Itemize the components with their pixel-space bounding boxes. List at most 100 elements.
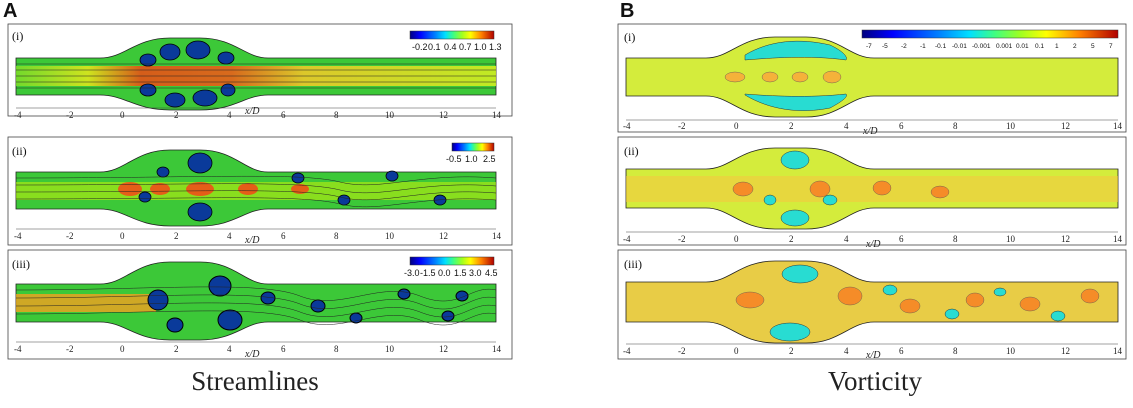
svg-text:7: 7 <box>1109 43 1113 50</box>
svg-text:2: 2 <box>789 234 794 244</box>
svg-text:0: 0 <box>120 231 125 241</box>
vortex-cluster <box>138 152 447 222</box>
x-axis-ticks: -4 -2 0 2 4 6 8 10 12 14 <box>14 110 502 120</box>
svg-text:2: 2 <box>789 121 794 131</box>
caption-vorticity: Vorticity <box>828 366 922 396</box>
svg-text:-5: -5 <box>882 43 888 50</box>
high-velocity-regions <box>118 182 309 196</box>
svg-text:2: 2 <box>1073 43 1077 50</box>
svg-text:14: 14 <box>492 110 502 120</box>
streamline-set <box>15 175 497 208</box>
svg-text:-1: -1 <box>920 43 926 50</box>
svg-text:4: 4 <box>227 231 232 241</box>
panel-a-streamlines: -0.2 0.1 0.4 0.7 1.0 1.3 (i) -4 -2 0 2 4 6 … <box>7 23 513 360</box>
svg-text:0.1: 0.1 <box>1035 43 1044 50</box>
colorbar-label: -0.5 <box>446 154 462 164</box>
svg-text:4: 4 <box>844 234 849 244</box>
svg-text:-2: -2 <box>901 43 907 50</box>
svg-text:-0.01: -0.01 <box>952 43 967 50</box>
subplot-label: (iii) <box>12 257 30 271</box>
streamline-set <box>16 63 496 89</box>
x-axis-label: x/D <box>244 106 260 117</box>
svg-text:10: 10 <box>385 231 395 241</box>
svg-text:2: 2 <box>174 110 179 120</box>
svg-text:8: 8 <box>334 110 339 120</box>
subplot-b-i: -7 -5 -2 -1 -0.1 -0.01 -0.001 0.001 0.01… <box>617 23 1127 137</box>
x-axis-label: x/D <box>244 349 260 360</box>
x-axis-ticks: -4 -2 0 2 4 6 8 10 12 14 <box>14 231 502 241</box>
streamline-set <box>15 286 497 326</box>
svg-text:8: 8 <box>953 121 958 131</box>
svg-text:-0.1: -0.1 <box>935 43 947 50</box>
svg-text:14: 14 <box>492 344 502 354</box>
colorbar-label: 1.5 <box>454 268 467 278</box>
svg-text:2: 2 <box>174 231 179 241</box>
svg-text:6: 6 <box>281 110 286 120</box>
svg-text:0: 0 <box>734 234 739 244</box>
svg-text:10: 10 <box>1006 234 1016 244</box>
svg-text:8: 8 <box>334 344 339 354</box>
svg-text:0.01: 0.01 <box>1016 43 1029 50</box>
colorbar-label: 1.0 <box>474 42 487 52</box>
colorbar-label: -1.5 <box>420 268 436 278</box>
x-axis-label: x/D <box>862 126 878 137</box>
x-axis-ticks: -4 -2 0 2 4 6 8 10 12 14 <box>623 234 1123 244</box>
svg-text:12: 12 <box>1061 346 1070 356</box>
svg-text:6: 6 <box>899 346 904 356</box>
x-axis-ticks: -4 -2 0 2 4 6 8 10 12 14 <box>14 344 502 354</box>
colorbar-label: 0.7 <box>459 42 472 52</box>
vorticity-shear-layer <box>744 40 847 111</box>
x-axis-ticks: -4 -2 0 2 4 6 8 10 12 14 <box>623 121 1123 131</box>
x-axis-label: x/D <box>244 235 260 246</box>
svg-text:0: 0 <box>120 110 125 120</box>
svg-text:4: 4 <box>844 346 849 356</box>
svg-text:8: 8 <box>953 346 958 356</box>
x-axis-label: x/D <box>865 350 881 361</box>
svg-text:0: 0 <box>734 121 739 131</box>
subplot-label: (ii) <box>12 144 27 158</box>
jet-core <box>16 294 156 312</box>
svg-text:-2: -2 <box>66 110 74 120</box>
colorbar-label: 0.0 <box>438 268 451 278</box>
subplot-label: (i) <box>12 29 23 43</box>
panel-b-vorticity: -7 -5 -2 -1 -0.1 -0.01 -0.001 0.001 0.01… <box>617 23 1127 361</box>
svg-text:-2: -2 <box>66 344 74 354</box>
svg-text:-0.001: -0.001 <box>972 43 991 50</box>
svg-text:0.001: 0.001 <box>996 43 1013 50</box>
panel-letter-b: B <box>620 0 635 22</box>
svg-text:4: 4 <box>227 110 232 120</box>
svg-text:14: 14 <box>492 231 502 241</box>
svg-text:2: 2 <box>789 346 794 356</box>
svg-text:-2: -2 <box>66 231 74 241</box>
subplot-a-iii: -3.0 -1.5 0.0 1.5 3.0 4.5 (iii) -4 -2 0 2 … <box>7 249 513 360</box>
svg-text:10: 10 <box>385 110 395 120</box>
svg-text:6: 6 <box>899 121 904 131</box>
colorbar-label: 0.1 <box>428 42 441 52</box>
colorbar-label: 0.4 <box>444 42 457 52</box>
svg-text:-2: -2 <box>678 346 686 356</box>
svg-text:5: 5 <box>1091 43 1095 50</box>
svg-text:-4: -4 <box>623 121 631 131</box>
svg-text:-4: -4 <box>623 234 631 244</box>
svg-text:-4: -4 <box>14 110 22 120</box>
colorbar-a-iii: -3.0 -1.5 0.0 1.5 3.0 4.5 <box>404 256 498 278</box>
colorbar-label: -0.2 <box>412 42 428 52</box>
subplot-a-i: -0.2 0.1 0.4 0.7 1.0 1.3 (i) -4 -2 0 2 4 6 … <box>7 23 513 120</box>
svg-text:10: 10 <box>1006 121 1016 131</box>
subplot-a-ii: -0.5 1.0 2.5 (ii) -4 -2 0 2 4 6 8 10 12 14 x/… <box>7 136 513 246</box>
svg-text:12: 12 <box>1061 234 1070 244</box>
svg-text:14: 14 <box>1113 346 1123 356</box>
svg-text:12: 12 <box>1061 121 1070 131</box>
svg-text:0: 0 <box>120 344 125 354</box>
vorticity-core-blobs <box>724 70 842 84</box>
subplot-label: (iii) <box>624 257 642 271</box>
svg-text:10: 10 <box>385 344 395 354</box>
svg-text:14: 14 <box>1113 121 1123 131</box>
svg-text:-4: -4 <box>623 346 631 356</box>
x-axis-ticks: -4 -2 0 2 4 6 8 10 12 14 <box>623 346 1123 356</box>
vorticity-shear-layer <box>769 264 1066 342</box>
channel-domain <box>625 260 1119 344</box>
panel-letter-a: A <box>3 0 18 22</box>
caption-streamlines: Streamlines <box>191 366 319 396</box>
